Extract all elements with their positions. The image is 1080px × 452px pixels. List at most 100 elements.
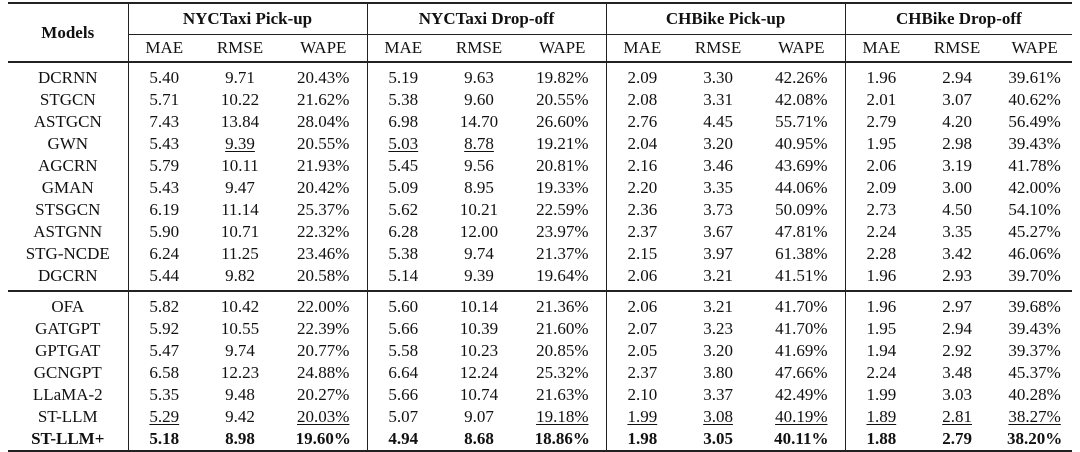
metric-cell: 21.60% (519, 318, 607, 340)
model-name: DGCRN (8, 265, 129, 291)
metric-cell: 2.10 (627, 385, 658, 404)
metric-cell: 4.45 (703, 112, 733, 131)
metric-cell: 19.18% (519, 406, 607, 428)
metric-cell: 25.37% (280, 199, 368, 221)
metric-cell: 2.79 (866, 112, 897, 131)
metric-cell: 2.04 (627, 134, 658, 153)
metric-cell: 5.38 (388, 244, 419, 263)
metric-cell: 22.00% (280, 290, 368, 318)
metric-cell: 3.46 (703, 156, 733, 175)
metric-cell: 10.23 (459, 341, 499, 360)
metric-cell: 9.63 (439, 61, 520, 89)
metric-cell: 5.14 (388, 266, 419, 285)
metric-cell: 5.03 (388, 134, 419, 153)
metric-cell: 26.60% (519, 111, 607, 133)
metric-cell: 22.32% (280, 221, 368, 243)
table-row: ST-LLM 5.29 9.42 20.03% 5.07 9.07 19.18% 1.99 3.… (8, 406, 1072, 428)
metric-cell: 20.58% (280, 265, 368, 291)
metric-cell: 20.85% (519, 340, 607, 362)
table-row: DGCRN 5.44 9.82 20.58% 5.14 9.39 19.64% 2.06 3.2… (8, 265, 1072, 291)
metric-header: WAPE (1011, 38, 1058, 57)
metric-cell: 8.95 (464, 178, 494, 197)
metric-cell: 2.76 (627, 112, 658, 131)
metric-header: MAE (384, 38, 423, 57)
metric-cell: 9.74 (464, 244, 494, 263)
metric-cell: 3.00 (942, 178, 972, 197)
metric-cell: 55.71% (758, 111, 846, 133)
metric-cell: 38.27% (1008, 407, 1061, 426)
metric-cell: 10.71 (220, 222, 260, 241)
metric-cell: 2.16 (627, 156, 658, 175)
metric-cell: 3.20 (703, 341, 733, 360)
metric-cell: 5.82 (128, 290, 200, 318)
metric-cell: 3.31 (703, 90, 733, 109)
metric-cell: 10.39 (459, 319, 499, 338)
metric-cell: 24.88% (280, 362, 368, 384)
metric-cell: 9.60 (464, 90, 494, 109)
metric-cell: 9.74 (225, 341, 255, 360)
metric-cell: 3.30 (678, 61, 759, 89)
metric-cell: 10.21 (459, 200, 499, 219)
metric-cell: 20.81% (519, 155, 607, 177)
metric-cell: 28.04% (280, 111, 368, 133)
metric-cell: 5.07 (388, 407, 419, 426)
model-name: STSGCN (8, 199, 129, 221)
header-row-metrics: MAE RMSE WAPE MAE RMSE WAPE MAE RMSE WAP… (8, 34, 1072, 62)
metric-cell: 6.98 (388, 112, 419, 131)
table-row: AGCRN 5.79 10.11 21.93% 5.45 9.56 20.81% 2.16 3.… (8, 155, 1072, 177)
metric-cell: 20.77% (280, 340, 368, 362)
metric-header: RMSE (933, 38, 981, 57)
metric-cell: 5.43 (149, 178, 180, 197)
metric-cell: 45.27% (1008, 222, 1061, 241)
metric-cell: 40.19% (758, 406, 846, 428)
metric-header: MAE (623, 38, 662, 57)
metric-cell: 21.37% (519, 243, 607, 265)
metric-cell: 5.09 (388, 178, 419, 197)
metric-cell: 2.05 (627, 341, 658, 360)
metric-cell: 10.22 (220, 90, 260, 109)
metric-cell: 3.07 (942, 90, 972, 109)
metric-cell: 2.81 (942, 407, 972, 426)
metric-cell: 40.28% (1008, 385, 1061, 404)
metric-cell: 8.78 (464, 134, 494, 153)
model-name: ST-LLM (8, 406, 129, 428)
metric-cell: 54.10% (1008, 200, 1061, 219)
metric-cell: 21.93% (280, 155, 368, 177)
metric-cell: 3.67 (703, 222, 733, 241)
metric-cell: 20.42% (280, 177, 368, 199)
metric-cell: 9.71 (200, 61, 280, 89)
metric-cell: 19.64% (519, 265, 607, 291)
metric-cell: 2.06 (606, 290, 679, 318)
metric-cell: 3.73 (703, 200, 733, 219)
metric-cell: 5.35 (149, 385, 180, 404)
table-row: OFA 5.82 10.42 22.00% 5.60 10.14 21.36% 2.06 3.2… (8, 290, 1073, 318)
metric-cell: 61.38% (758, 243, 846, 265)
group-header-chbike-dropoff: CHBike Drop-off (845, 2, 1073, 35)
metric-cell: 5.45 (388, 156, 419, 175)
metric-cell: 3.19 (942, 156, 972, 175)
metric-cell: 40.62% (1008, 90, 1061, 109)
metric-cell: 1.99 (627, 407, 658, 426)
metric-cell: 10.74 (459, 385, 499, 404)
metric-cell: 12.00 (459, 222, 499, 241)
table-row: STG-NCDE 6.24 11.25 23.46% 5.38 9.74 21.37% 2.1… (8, 243, 1072, 265)
metric-cell: 3.48 (942, 363, 972, 382)
metric-cell: 3.03 (942, 385, 972, 404)
metric-cell: 9.39 (464, 266, 494, 285)
metric-header: MAE (145, 38, 184, 57)
metric-cell: 5.44 (149, 266, 180, 285)
metric-cell: 42.00% (1008, 178, 1061, 197)
metric-cell: 43.69% (758, 155, 846, 177)
metric-cell: 41.70% (758, 290, 846, 318)
metric-cell: 5.90 (149, 222, 180, 241)
table-row: ASTGNN 5.90 10.71 22.32% 6.28 12.00 23.97% 2.37… (8, 221, 1072, 243)
metric-cell: 6.28 (388, 222, 419, 241)
metric-cell: 13.84 (220, 112, 260, 131)
table-row: GPTGAT 5.47 9.74 20.77% 5.58 10.23 20.85% 2.05 3… (8, 340, 1072, 362)
metric-cell: 9.56 (464, 156, 494, 175)
metric-cell: 20.55% (519, 89, 607, 111)
model-name: ASTGCN (8, 111, 129, 133)
metric-header: WAPE (758, 34, 846, 62)
metric-cell: 2.92 (942, 341, 972, 360)
metric-cell: 1.95 (866, 319, 897, 338)
